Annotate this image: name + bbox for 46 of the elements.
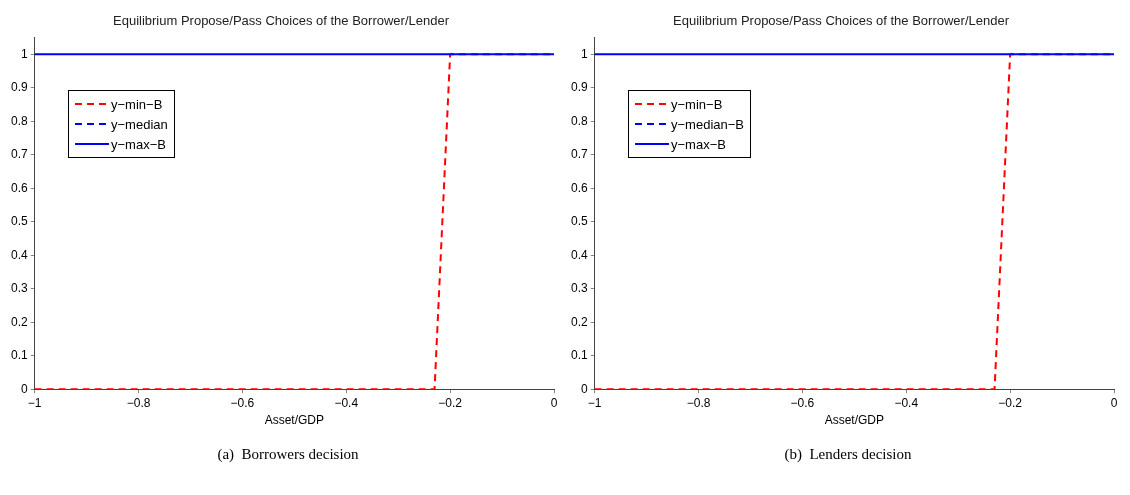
x-tick-label: −0.2 <box>998 395 1023 410</box>
x-tick-label: −0.2 <box>438 395 463 410</box>
x-tick-label: −0.8 <box>126 395 151 410</box>
y-tick-label: 0.1 <box>570 348 588 363</box>
y-tick-label: 0 <box>580 381 588 396</box>
legend-label: y−median−B <box>671 116 744 132</box>
chart-title: Equilibrium Propose/Pass Choices of the Borrower/Lender <box>672 13 1010 29</box>
y-tick-label: 1 <box>20 46 28 61</box>
x-tick-label: −0.4 <box>334 395 359 410</box>
x-tick-label: 0 <box>550 395 558 410</box>
x-axis-title: Asset/GDP <box>264 413 325 428</box>
legend-label: y−max−B <box>671 136 726 152</box>
x-tick-label: −0.4 <box>894 395 919 410</box>
y-tick-label: 0.3 <box>10 281 28 296</box>
y-tick-label: 0.7 <box>10 147 28 162</box>
x-tick-label: −0.8 <box>686 395 711 410</box>
y-tick-label: 0.4 <box>10 247 28 262</box>
y-tick-label: 0.7 <box>570 147 588 162</box>
y-tick-label: 0.4 <box>570 247 588 262</box>
y-tick-label: 1 <box>580 46 588 61</box>
chart-title: Equilibrium Propose/Pass Choices of the Borrower/Lender <box>112 13 450 29</box>
y-tick-label: 0.2 <box>10 314 28 329</box>
y-tick-label: 0.5 <box>570 214 588 229</box>
legend-label: y−min−B <box>671 96 723 112</box>
text: (b) Lenders decision <box>783 446 913 463</box>
x-tick-label: −0.6 <box>230 395 255 410</box>
y-tick-label: 0.3 <box>570 281 588 296</box>
legend-label: y−min−B <box>111 96 163 112</box>
y-tick-label: 0.6 <box>10 180 28 195</box>
y-tick-label: 0.2 <box>570 314 588 329</box>
y-tick-label: 0.5 <box>10 214 28 229</box>
y-tick-label: 0.6 <box>570 180 588 195</box>
y-tick-label: 0.8 <box>10 113 28 128</box>
y-tick-label: 0.1 <box>10 348 28 363</box>
y-tick-label: 0.9 <box>570 80 588 95</box>
legend-label: y−median <box>111 116 168 132</box>
x-tick-label: 0 <box>1110 395 1118 410</box>
x-axis-title: Asset/GDP <box>824 413 885 428</box>
y-tick-label: 0 <box>20 381 28 396</box>
x-tick-label: −1 <box>27 395 42 410</box>
y-tick-label: 0.9 <box>10 80 28 95</box>
x-tick-label: −0.6 <box>790 395 815 410</box>
y-tick-label: 0.8 <box>570 113 588 128</box>
text: (a) Borrowers decision <box>216 446 360 463</box>
x-tick-label: −1 <box>587 395 602 410</box>
legend-label: y−max−B <box>111 136 166 152</box>
